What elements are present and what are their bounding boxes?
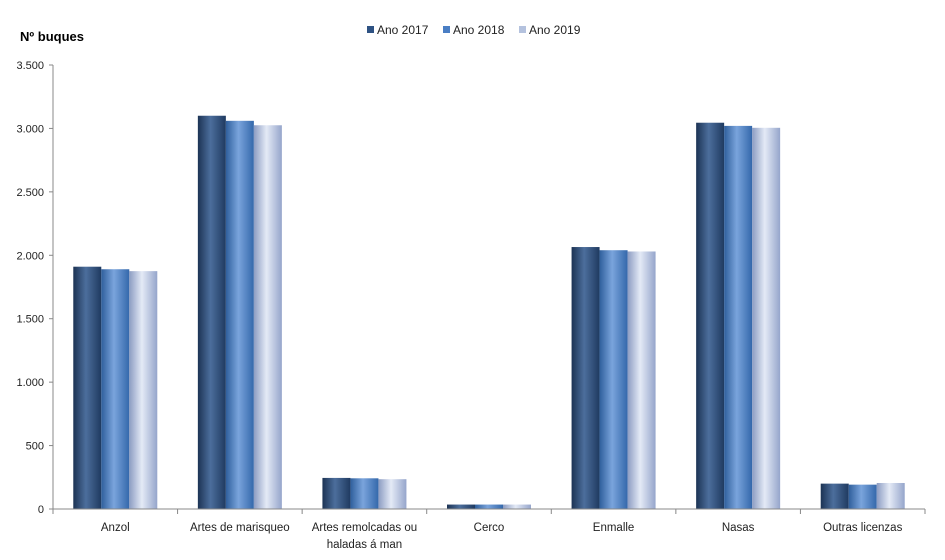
bar-ano-2017 [696, 122, 725, 509]
y-tick-label: 0 [38, 504, 44, 516]
bar-ano-2019 [253, 125, 282, 509]
y-tick-label: 3.500 [16, 60, 44, 72]
legend-swatch [367, 26, 374, 33]
x-category-label: Anzol [101, 522, 130, 534]
bars [73, 115, 905, 510]
legend-label: Ano 2017 [377, 23, 429, 37]
bar-ano-2018 [848, 484, 877, 509]
bar-ano-2018 [101, 269, 130, 509]
x-category-label: Outras licenzas [823, 522, 903, 534]
x-category-label: Cerco [474, 522, 505, 534]
legend-label: Ano 2018 [453, 23, 505, 37]
bar-ano-2017 [322, 477, 351, 509]
y-tick-label: 1.000 [16, 377, 44, 389]
bar-ano-2018 [724, 125, 753, 510]
y-tick-label: 2.500 [16, 187, 44, 199]
legend-swatch [519, 26, 526, 33]
bar-ano-2018 [599, 250, 628, 509]
bar-ano-2017 [197, 115, 226, 509]
x-axis: Anzol Artes de marisqueo Artes remolcadas … [52, 508, 926, 551]
x-category-label: Nasas [722, 522, 755, 534]
bar-ano-2017 [571, 247, 600, 510]
bar-ano-2019 [378, 479, 407, 509]
y-axis-label: Nº buques [20, 29, 84, 44]
y-tick-label: 3.000 [16, 123, 44, 135]
bar-ano-2019 [627, 251, 656, 510]
legend: Ano 2017 Ano 2018 Ano 2019 [367, 23, 581, 37]
legend-swatch [443, 26, 450, 33]
bar-ano-2019 [752, 127, 781, 510]
bar-ano-2018 [350, 478, 379, 509]
legend-label: Ano 2019 [529, 23, 581, 37]
bar-ano-2018 [225, 120, 254, 510]
bar-ano-2018 [475, 504, 503, 509]
y-tick-label: 500 [26, 441, 44, 453]
bar-ano-2017 [73, 266, 102, 509]
y-tick-label: 2.000 [16, 250, 44, 262]
bar-ano-2017 [447, 504, 475, 509]
y-tick-label: 1.500 [16, 314, 44, 326]
bar-ano-2019 [876, 482, 905, 509]
x-category-label: Artes de marisqueo [190, 522, 290, 534]
bar-ano-2019 [129, 271, 158, 509]
x-category-label: Enmalle [593, 522, 635, 534]
x-category-label: Artes remolcadas ou haladas á man [312, 522, 417, 551]
bar-ano-2017 [820, 483, 849, 509]
y-axis: 0 500 1.000 1.500 2.000 2.500 3.000 3.500 [16, 60, 54, 516]
bar-ano-2019 [503, 504, 531, 509]
